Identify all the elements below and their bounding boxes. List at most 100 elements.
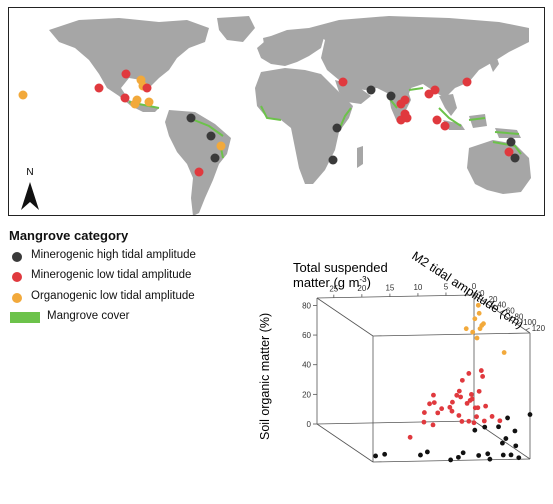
data-point-series-0 — [505, 415, 510, 421]
data-point-series-0 — [512, 428, 518, 434]
data-point-series-0 — [424, 449, 430, 455]
plot-box — [316, 294, 531, 463]
data-point-series-1 — [466, 418, 472, 424]
site-marker — [396, 99, 406, 109]
data-point-series-0 — [513, 443, 519, 449]
y-tick-mark — [482, 298, 487, 302]
data-point-series-1 — [456, 388, 462, 394]
site-marker — [130, 99, 140, 109]
data-point-series-0 — [516, 455, 522, 461]
data-point-series-2 — [470, 329, 476, 335]
site-marker — [462, 77, 472, 87]
x-axis-unit-suffix: ) — [367, 275, 371, 290]
continent-uk — [263, 36, 271, 50]
box-edge — [316, 420, 475, 425]
legend-swatch — [12, 272, 22, 282]
y-tick-mark — [525, 327, 530, 331]
data-point-series-2 — [474, 335, 480, 341]
continent-madagascar — [357, 146, 363, 168]
data-point-series-1 — [489, 414, 495, 419]
y-tick-label: 120 — [532, 324, 546, 333]
site-marker — [510, 153, 520, 163]
data-point-series-1 — [476, 388, 482, 394]
z-tick-label: 20 — [302, 390, 311, 399]
mangrove-coast — [468, 117, 486, 121]
data-point-series-1 — [474, 414, 479, 420]
data-point-series-1 — [483, 403, 489, 409]
data-point-series-0 — [496, 424, 501, 430]
continent-africa — [255, 68, 353, 184]
y-tick-mark — [473, 292, 479, 296]
data-point-series-1 — [497, 418, 503, 424]
site-marker — [504, 147, 514, 157]
legend-label: Mangrove cover — [47, 310, 130, 322]
data-point-series-0 — [482, 424, 488, 430]
data-point-series-0 — [487, 456, 493, 462]
data-point-series-1 — [480, 374, 486, 379]
box-edge — [473, 294, 531, 334]
legend-item-minerogenic-high: Minerogenic high tidal amplitude — [9, 248, 254, 266]
continent-north-america — [49, 18, 209, 112]
legend-swatch — [12, 252, 22, 262]
data-points — [373, 302, 533, 463]
mangrove-coast — [492, 141, 522, 155]
mangrove-coast — [494, 131, 520, 135]
data-point-series-0 — [500, 452, 506, 458]
data-point-series-1 — [421, 419, 427, 425]
site-marker — [402, 113, 412, 123]
data-point-series-1 — [466, 371, 472, 376]
data-point-series-0 — [508, 452, 514, 458]
data-point-series-1 — [407, 434, 413, 440]
y-tick-label: 60 — [506, 307, 515, 316]
data-point-series-2 — [477, 326, 483, 332]
legend-swatch — [12, 293, 22, 303]
data-point-series-1 — [456, 413, 462, 418]
map-svg: N — [18, 16, 531, 215]
mangrove-coast — [260, 105, 282, 121]
north-label: N — [26, 167, 33, 178]
site-marker — [386, 91, 396, 101]
legend-item-organogenic-low: Organogenic low tidal amplitude — [9, 289, 254, 307]
z-tick-label: 80 — [302, 301, 311, 310]
data-point-series-2 — [475, 302, 481, 308]
y-tick-label: 0 — [480, 289, 485, 298]
box-edge — [316, 294, 475, 299]
world-map: N — [8, 7, 545, 216]
data-point-series-1 — [449, 408, 455, 414]
continent-se-asia — [439, 94, 457, 116]
data-point-series-0 — [456, 454, 461, 460]
continent-australia — [467, 140, 531, 194]
data-point-series-1 — [430, 422, 436, 428]
data-point-series-1 — [447, 404, 453, 410]
site-marker — [328, 155, 338, 165]
legend-swatch — [10, 312, 40, 323]
mangrove-coast — [408, 87, 424, 91]
data-point-series-0 — [373, 453, 378, 459]
data-point-series-2 — [476, 310, 482, 316]
data-point-series-0 — [485, 451, 491, 457]
y-tick-mark — [499, 310, 505, 313]
legend-title: Mangrove category — [9, 228, 129, 243]
y-tick-mark — [491, 304, 496, 308]
data-point-series-1 — [459, 377, 465, 383]
data-point-series-1 — [454, 392, 460, 398]
data-point-series-1 — [439, 406, 445, 412]
box-edge — [316, 423, 374, 463]
data-point-series-0 — [382, 451, 388, 457]
z-axis-title: Soil organic matter (%) — [258, 313, 272, 440]
site-marker — [94, 83, 104, 93]
site-marker — [432, 115, 442, 125]
data-point-series-1 — [471, 420, 477, 426]
data-point-series-1 — [431, 400, 437, 405]
continent-europe — [257, 28, 325, 66]
site-marker — [206, 131, 216, 141]
z-tick-label: 60 — [302, 331, 311, 340]
x-tick-label: 0 — [472, 282, 477, 291]
data-point-series-2 — [472, 316, 478, 322]
data-point-series-1 — [458, 394, 464, 400]
legend-label: Minerogenic low tidal amplitude — [31, 269, 192, 281]
data-point-series-2 — [463, 326, 469, 332]
legend-label: Minerogenic high tidal amplitude — [31, 249, 196, 261]
x-tick-label: 10 — [413, 283, 422, 292]
